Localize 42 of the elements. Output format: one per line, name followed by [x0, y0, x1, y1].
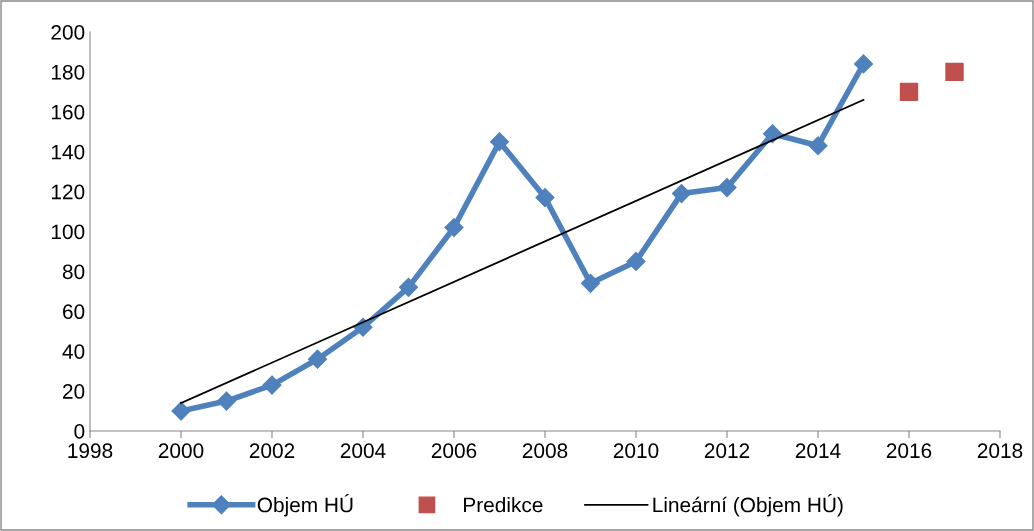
x-tick-label: 1998: [68, 443, 113, 459]
y-tick-label: 100: [51, 224, 85, 240]
y-tick-label: 160: [51, 104, 85, 120]
point: [535, 188, 555, 208]
point: [216, 391, 237, 411]
point: [171, 401, 191, 421]
point: [762, 124, 783, 144]
legend-label: Lineární (Objem HÚ): [653, 494, 843, 517]
point: [808, 136, 828, 156]
x-tick-label: 2000: [158, 443, 204, 459]
y-tick-label: 200: [51, 25, 85, 40]
point: [580, 273, 601, 293]
point: [717, 178, 737, 198]
y-tick-label: 120: [51, 184, 85, 200]
legend-label: Predikce: [464, 497, 543, 513]
point: [489, 132, 510, 152]
point: [853, 54, 874, 74]
point: [945, 62, 964, 82]
x-tick-label: 2008: [522, 443, 568, 459]
x-tick-label: 2004: [340, 443, 386, 459]
point: [262, 375, 282, 395]
y-tick-label: 20: [63, 384, 85, 399]
x-tick-label: 2014: [795, 443, 841, 459]
y-tick-label: 80: [62, 264, 85, 280]
point: [398, 277, 419, 297]
y-tick-label: 140: [51, 144, 85, 160]
y-tick-label: 180: [51, 64, 85, 80]
y-tick-label: 0: [74, 424, 85, 439]
point: [307, 349, 328, 369]
point: [626, 251, 646, 271]
x-tick-label: 2012: [704, 443, 750, 459]
x-tick-label: 2016: [886, 443, 932, 459]
y-tick-label: 40: [62, 344, 85, 359]
y-tick-label: 60: [63, 304, 85, 320]
x-tick-label: 2006: [431, 443, 477, 459]
x-tick-label: 2002: [249, 443, 295, 459]
point: [671, 184, 692, 204]
x-tick-label: 2010: [613, 443, 659, 459]
point: [444, 217, 464, 238]
legend-label: Objem HÚ: [257, 494, 353, 517]
x-tick-label: 2018: [977, 443, 1023, 459]
point: [899, 82, 919, 102]
